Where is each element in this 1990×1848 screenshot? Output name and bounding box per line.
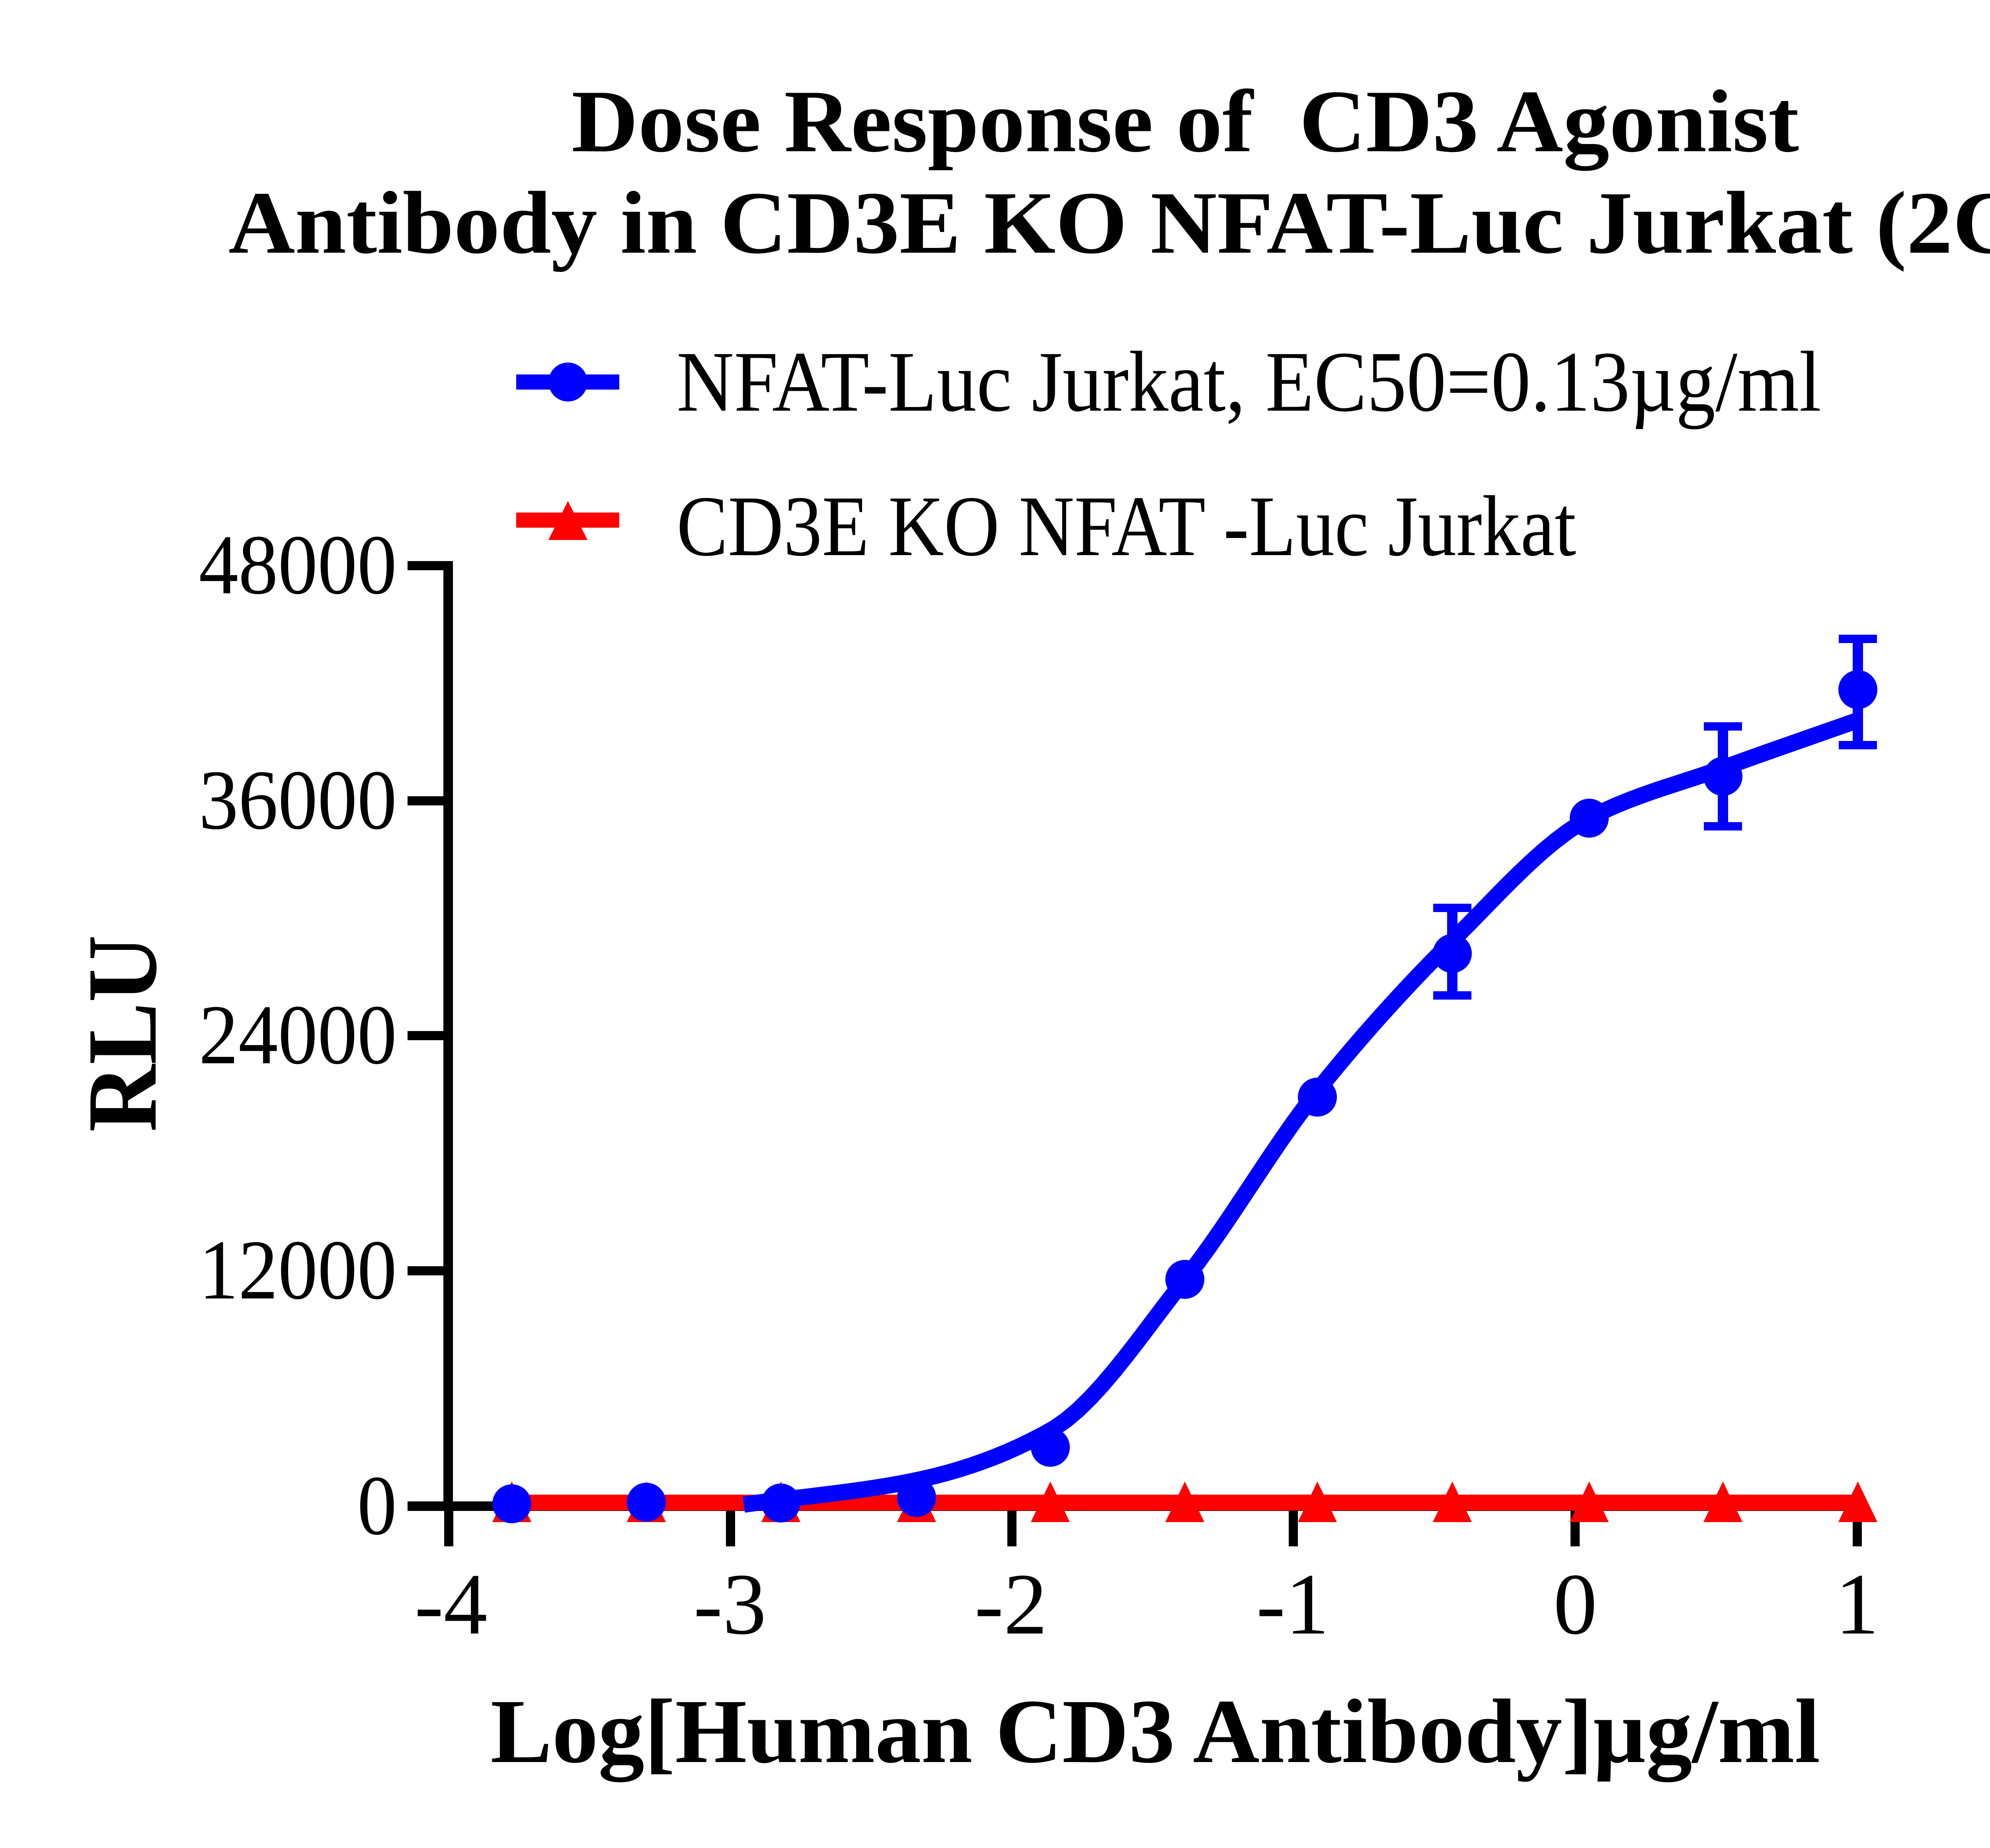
svg-text:RLU: RLU bbox=[67, 935, 178, 1132]
svg-text:CD3E KO NFAT -Luc Jurkat: CD3E KO NFAT -Luc Jurkat bbox=[677, 478, 1576, 574]
svg-text:0: 0 bbox=[357, 1458, 397, 1552]
svg-text:48000: 48000 bbox=[199, 517, 397, 612]
svg-text:1: 1 bbox=[1835, 1556, 1879, 1653]
svg-text:Log[Human CD3 Antibody]µg/ml: Log[Human CD3 Antibody]µg/ml bbox=[491, 1680, 1820, 1782]
svg-text:24000: 24000 bbox=[199, 987, 397, 1082]
svg-text:Dose Response of CD3 Agonist: Dose Response of CD3 Agonist bbox=[572, 72, 1799, 171]
svg-text:-4: -4 bbox=[414, 1556, 487, 1653]
svg-text:36000: 36000 bbox=[199, 752, 397, 847]
svg-text:-1: -1 bbox=[1256, 1556, 1329, 1653]
svg-text:Antibody in CD3E KO NFAT-Luc J: Antibody in CD3E KO NFAT-Luc Jurkat (2C2… bbox=[228, 173, 1990, 272]
svg-text:-2: -2 bbox=[974, 1556, 1047, 1653]
svg-text:-3: -3 bbox=[693, 1556, 766, 1653]
svg-text:12000: 12000 bbox=[199, 1222, 397, 1317]
svg-text:NFAT-Luc Jurkat, EC50=0.13µg/m: NFAT-Luc Jurkat, EC50=0.13µg/ml bbox=[677, 334, 1821, 429]
svg-text:0: 0 bbox=[1553, 1556, 1597, 1653]
